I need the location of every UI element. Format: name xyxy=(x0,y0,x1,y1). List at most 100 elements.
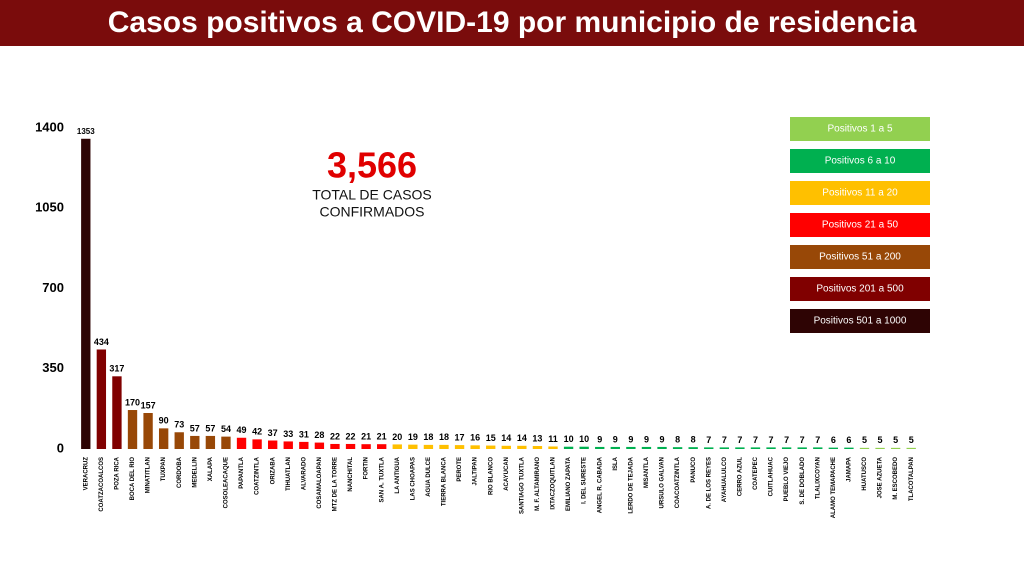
value-label: 7 xyxy=(753,435,758,445)
x-tick-label: XALAPA xyxy=(208,456,214,481)
value-label: 1353 xyxy=(77,127,95,136)
bar xyxy=(797,447,807,449)
bar xyxy=(96,349,107,449)
bar xyxy=(283,441,293,449)
x-tick-label: PAPANTLA xyxy=(239,456,245,488)
y-tick-label: 350 xyxy=(42,360,64,375)
x-tick-label: ALAMO TEMAPACHE xyxy=(831,457,837,518)
legend-label: Positivos 201 a 500 xyxy=(816,284,904,295)
value-label: 21 xyxy=(361,432,371,442)
bar xyxy=(299,441,309,449)
x-tick-label: FORTIN xyxy=(364,457,370,479)
bar xyxy=(719,447,729,449)
value-label: 157 xyxy=(141,400,156,410)
bar xyxy=(392,444,402,449)
value-label: 57 xyxy=(205,423,215,433)
x-tick-label: ORIZABA xyxy=(270,456,276,484)
bar xyxy=(563,446,574,449)
x-tick-label: IXTACZOQUITLAN xyxy=(551,457,557,510)
value-label: 22 xyxy=(330,431,340,441)
value-label: 13 xyxy=(532,433,542,443)
bar xyxy=(423,444,434,449)
bar xyxy=(454,445,465,449)
value-label: 10 xyxy=(579,434,589,444)
x-tick-label: JOSE AZUETA xyxy=(878,456,884,498)
value-label: 16 xyxy=(470,433,480,443)
value-label: 5 xyxy=(909,435,914,445)
x-tick-label: LAS CHOAPAS xyxy=(410,457,416,500)
value-label: 5 xyxy=(878,435,883,445)
bar xyxy=(486,445,496,449)
bar xyxy=(517,445,527,449)
x-tick-label: POZA RICA xyxy=(115,456,121,489)
bar xyxy=(735,447,745,449)
bar xyxy=(532,446,543,449)
y-tick-label: 1400 xyxy=(35,119,64,134)
x-tick-label: JALTIPAN xyxy=(473,457,479,485)
value-label: 19 xyxy=(408,432,418,442)
value-label: 7 xyxy=(769,435,774,445)
y-tick-label: 700 xyxy=(42,280,64,295)
bar xyxy=(330,443,340,449)
bar xyxy=(750,447,761,449)
x-tick-label: SANTIAGO TUXTLA xyxy=(519,456,525,514)
legend-label: Positivos 11 a 20 xyxy=(822,188,898,199)
bar xyxy=(657,446,667,449)
legend-swatch xyxy=(790,245,930,269)
x-tick-label: COATZINTLA xyxy=(255,456,261,495)
bar xyxy=(766,447,776,449)
bar xyxy=(470,445,480,449)
bar xyxy=(781,447,792,449)
value-label: 6 xyxy=(846,435,851,445)
bar xyxy=(143,413,153,449)
legend-label: Positivos 501 a 1000 xyxy=(814,316,907,327)
value-label: 33 xyxy=(283,429,293,439)
value-label: 31 xyxy=(299,429,309,439)
value-label: 20 xyxy=(392,432,402,442)
legend-swatch xyxy=(790,117,930,141)
bar xyxy=(672,447,683,449)
value-label: 73 xyxy=(174,420,184,430)
bar xyxy=(641,446,652,449)
value-label: 9 xyxy=(644,434,649,444)
bar xyxy=(844,447,854,449)
value-label: 18 xyxy=(423,432,433,442)
bar xyxy=(688,447,698,449)
bar xyxy=(190,435,200,449)
x-tick-label: COATEPEC xyxy=(753,456,759,490)
x-tick-label: COATZACOALCOS xyxy=(99,457,105,512)
value-label: 7 xyxy=(815,435,820,445)
x-tick-label: I. DEL SURESTE xyxy=(582,457,588,504)
x-tick-label: M. F. ALTAMIRANO xyxy=(535,457,541,511)
value-label: 22 xyxy=(346,431,356,441)
total-caption: CONFIRMADOS xyxy=(320,204,425,220)
x-tick-label: NANCHITAL xyxy=(348,457,354,492)
bar xyxy=(610,446,620,449)
bar xyxy=(875,447,885,449)
value-label: 9 xyxy=(628,434,633,444)
value-label: 49 xyxy=(237,425,247,435)
x-tick-label: SAN A. TUXTLA xyxy=(379,456,385,502)
chart-title: Casos positivos a COVID-19 por municipio… xyxy=(108,6,917,39)
bar xyxy=(828,447,839,449)
value-label: 14 xyxy=(517,433,527,443)
x-tick-label: TLALIXCOYAN xyxy=(815,457,821,499)
bar xyxy=(548,446,558,449)
x-tick-label: COSAMALOAPAN xyxy=(317,457,323,509)
bar xyxy=(81,138,91,449)
value-label: 37 xyxy=(268,428,278,438)
x-tick-label: CORDOBA xyxy=(177,456,183,488)
bar xyxy=(127,410,138,449)
x-tick-label: EMILIANO ZAPATA xyxy=(566,456,572,511)
x-tick-label: URSULO GALVAN xyxy=(660,457,666,508)
bar xyxy=(439,444,449,449)
x-tick-label: MTZ DE LA TORRE xyxy=(333,457,339,511)
x-tick-label: CERRO AZUL xyxy=(737,457,743,496)
value-label: 7 xyxy=(784,435,789,445)
x-tick-label: JAMAPA xyxy=(846,456,852,482)
legend-label: Positivos 21 a 50 xyxy=(822,220,899,231)
bar xyxy=(205,435,216,449)
bar xyxy=(890,447,901,449)
